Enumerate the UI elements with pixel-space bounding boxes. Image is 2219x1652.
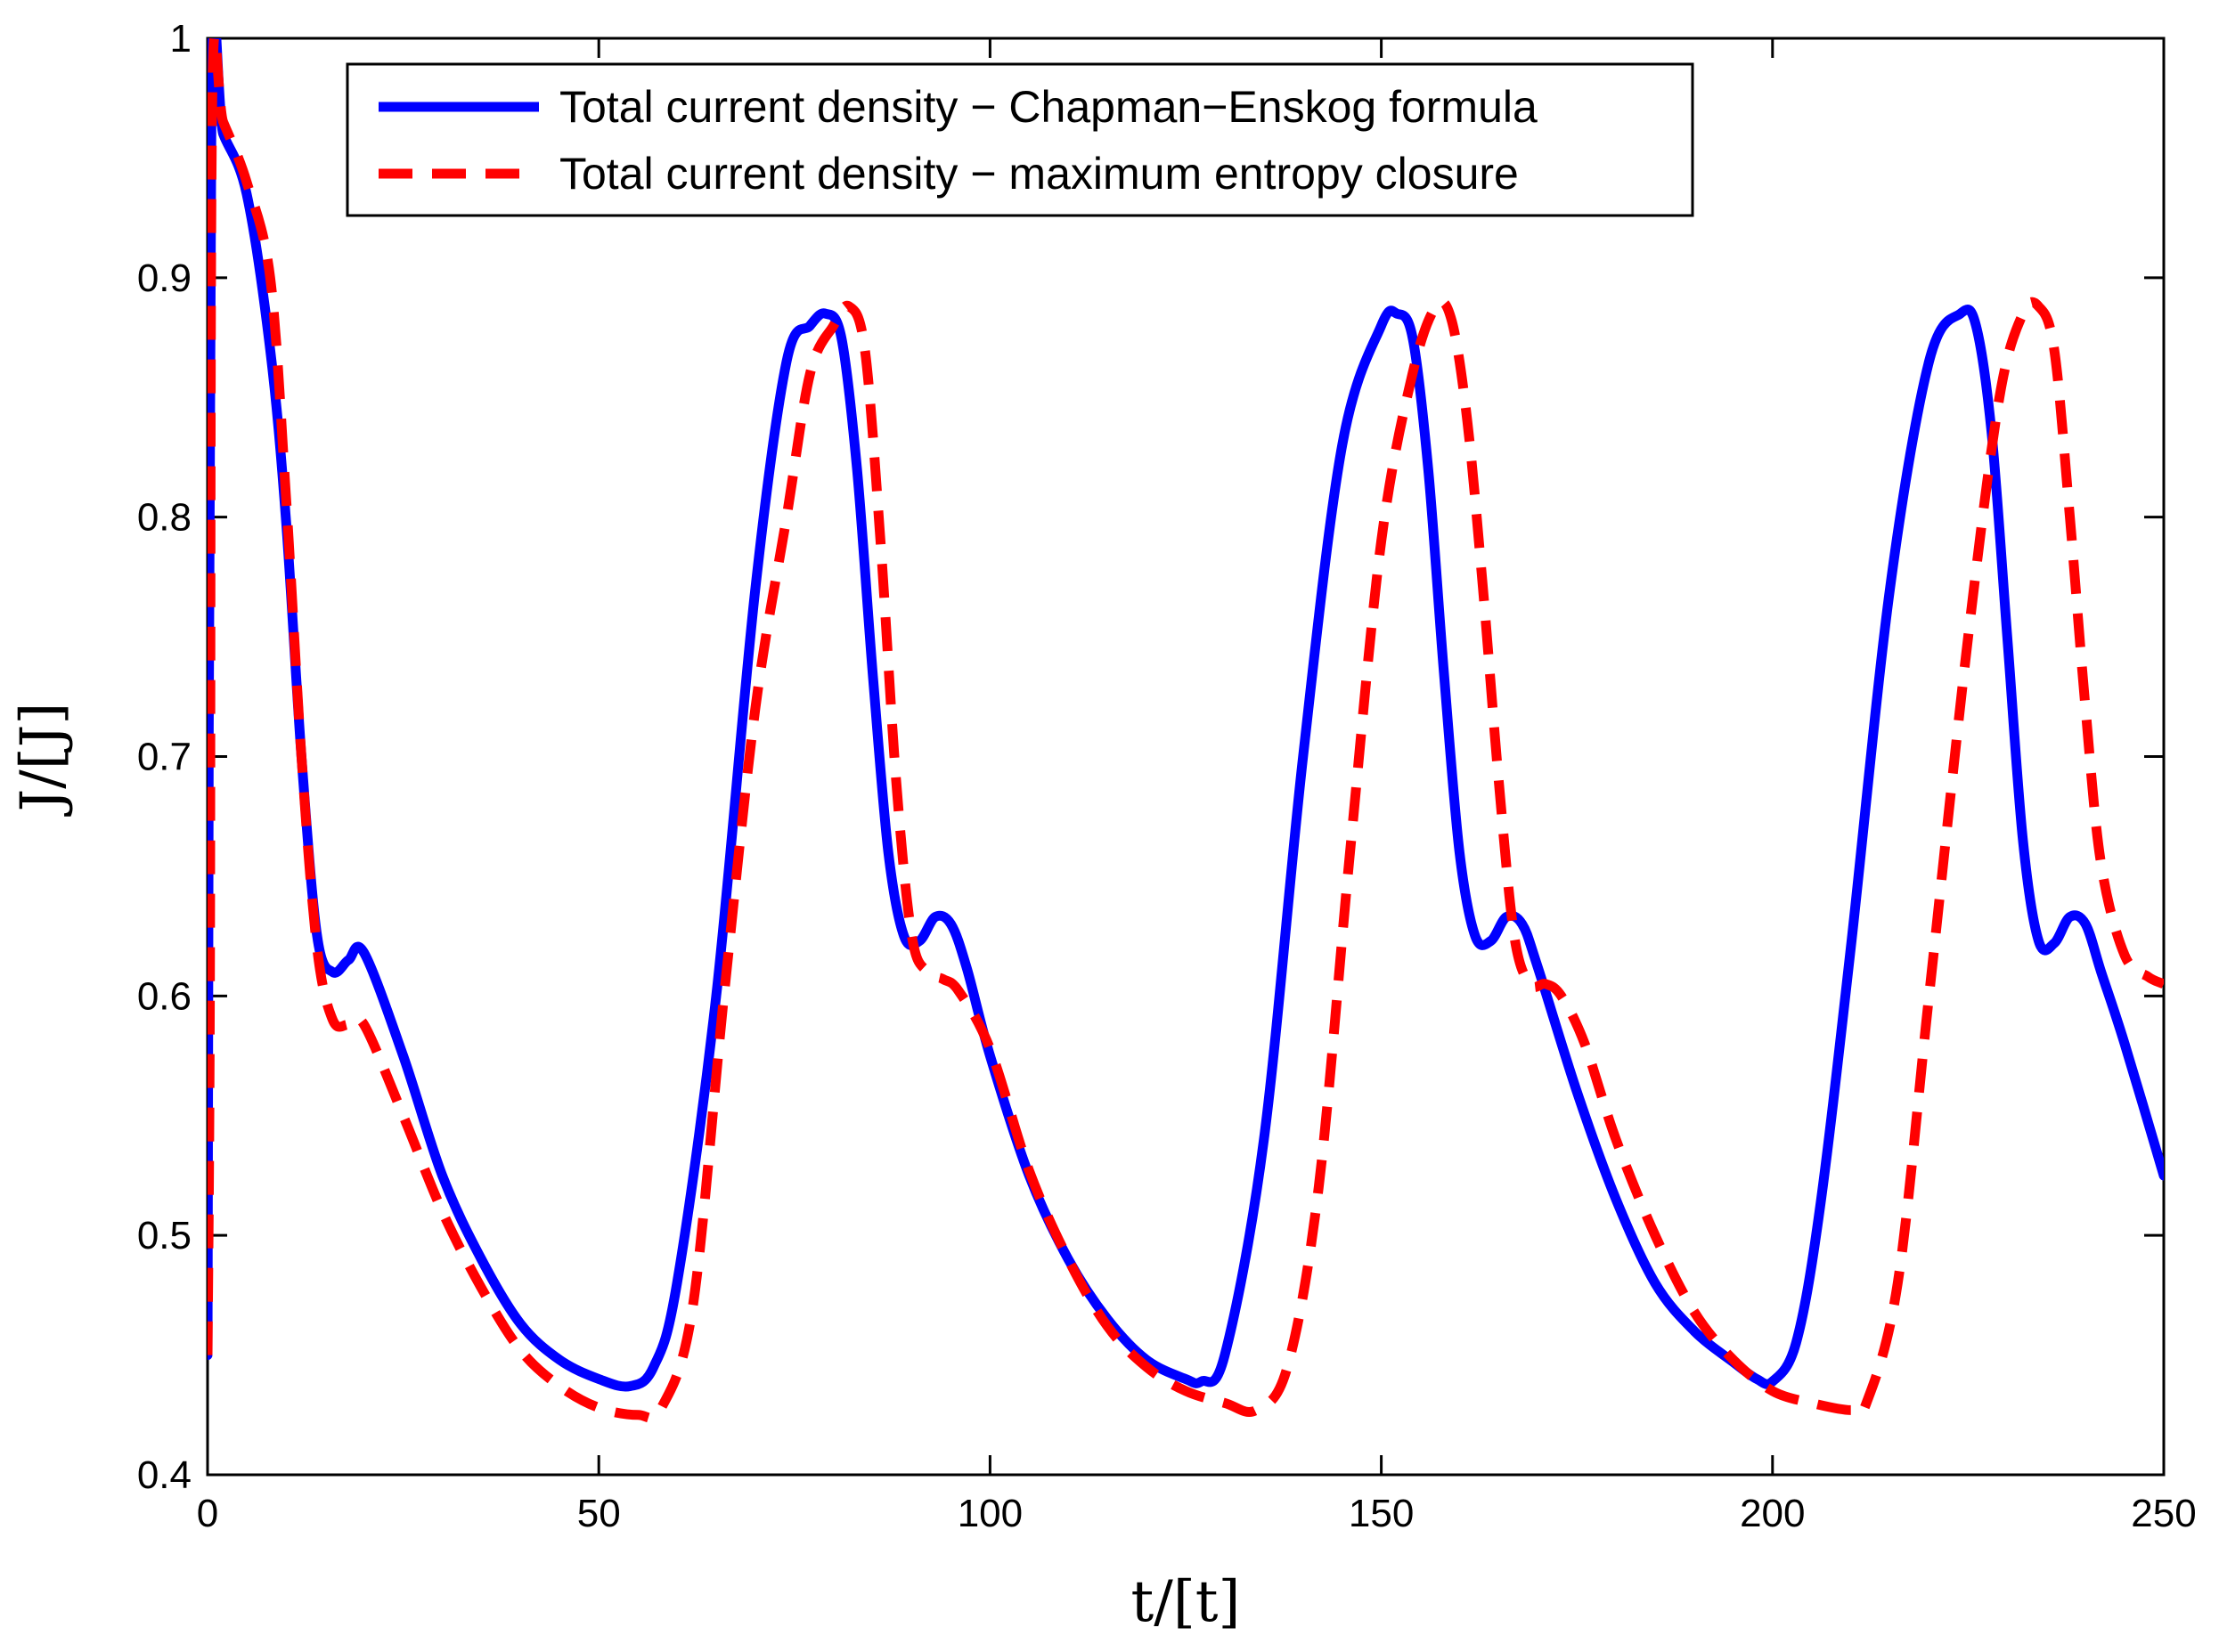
legend-label-maximum-entropy: Total current density − maximum entropy …	[559, 149, 1519, 199]
y-tick-label: 0.7	[137, 736, 192, 779]
x-tick-label: 50	[577, 1492, 621, 1535]
legend-label-chapman-enskog: Total current density − Chapman−Enskog f…	[559, 82, 1538, 132]
plot-area	[206, 37, 2166, 1477]
x-tick-label: 200	[1740, 1492, 1805, 1535]
x-axis-title: t/[t]	[1131, 1569, 1241, 1635]
x-tick-label: 150	[1349, 1492, 1414, 1535]
y-tick-label: 0.6	[137, 974, 192, 1018]
series-chapman-enskog-line	[208, 38, 2164, 1392]
y-tick-label: 1	[170, 17, 192, 61]
legend: Total current density − Chapman−Enskog f…	[346, 62, 1694, 217]
y-tick-label: 0.9	[137, 256, 192, 300]
x-tick-label: 250	[2131, 1492, 2196, 1535]
y-tick-label: 0.8	[137, 496, 192, 540]
y-axis-title: J/[J]	[9, 703, 75, 818]
y-tick-label: 0.5	[137, 1214, 192, 1257]
legend-box	[346, 62, 1694, 217]
y-tick-label: 0.4	[137, 1453, 192, 1497]
ticks-group: 0 50 100 150 200 250 0.4 0.5 0.6 0.7 0.8 0.9 1	[137, 17, 2197, 1535]
series-maximum-entropy-line	[208, 38, 2164, 1423]
x-tick-label: 100	[958, 1492, 1023, 1535]
x-tick-label: 0	[197, 1492, 218, 1535]
